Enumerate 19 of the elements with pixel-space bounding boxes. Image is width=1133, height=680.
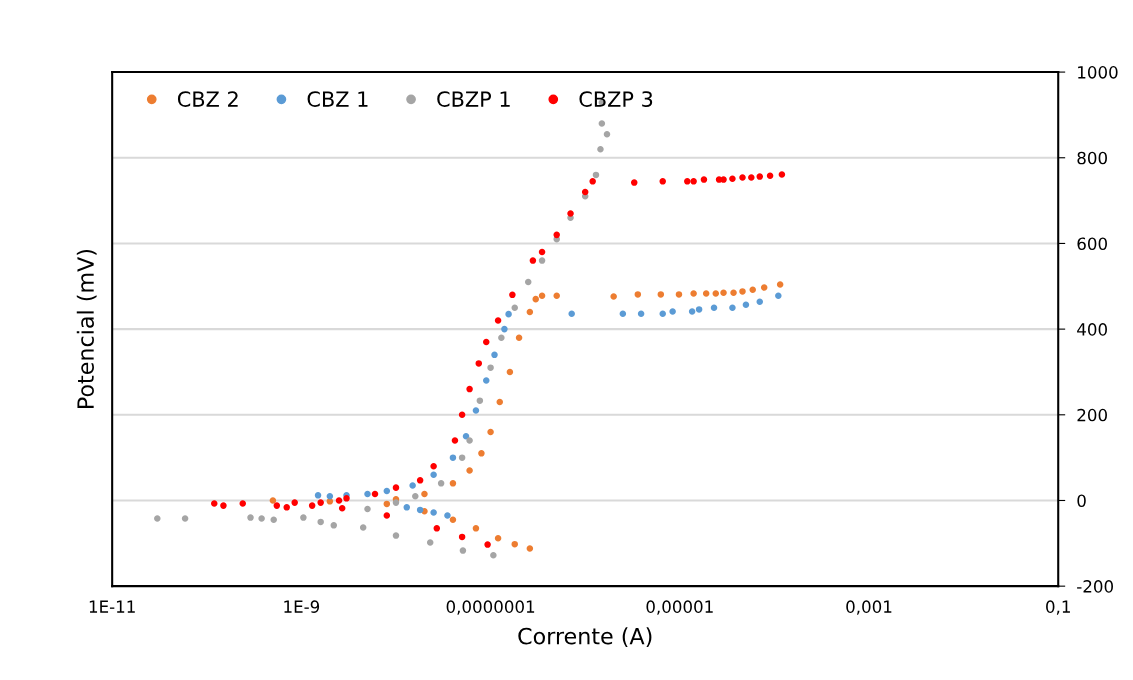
y-tick-label: 400 bbox=[1077, 323, 1107, 336]
y-tick-label: 600 bbox=[1077, 237, 1107, 251]
x-tick-label: 0,0000001 bbox=[446, 600, 535, 615]
x-tick-label: 1E-11 bbox=[89, 600, 135, 613]
x-tick-label: 1E-9 bbox=[284, 600, 320, 613]
y-tick-label: 1000 bbox=[1078, 66, 1118, 79]
x-tick-label: 0,001 bbox=[846, 600, 892, 615]
x-tick-label: 0,1 bbox=[1046, 600, 1070, 615]
legend-label: CBZ 2 bbox=[177, 91, 238, 107]
y-tick-label: 200 bbox=[1077, 408, 1107, 422]
y-tick-label: -200 bbox=[1077, 580, 1113, 593]
y-tick-label: 800 bbox=[1077, 151, 1107, 165]
legend-label: CBZ 1 bbox=[307, 91, 368, 107]
x-axis-title: Corrente (A) bbox=[518, 627, 652, 648]
legend-label: CBZP 1 bbox=[437, 91, 510, 107]
y-tick-label: 0 bbox=[1077, 494, 1086, 508]
legend-label: CBZP 3 bbox=[579, 91, 653, 107]
x-tick-label: 0,00001 bbox=[646, 600, 713, 615]
y-axis-title: Potencial (mV) bbox=[76, 249, 97, 408]
